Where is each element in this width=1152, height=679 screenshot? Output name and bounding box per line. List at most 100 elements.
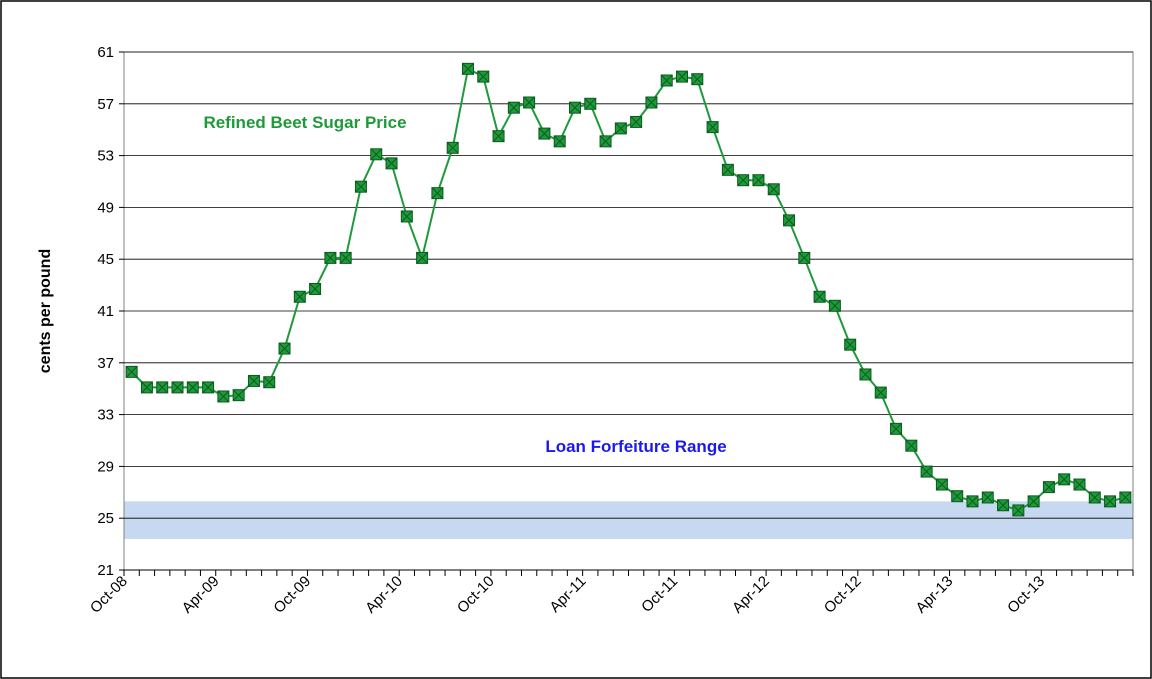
y-tick-label: 25: [97, 510, 114, 527]
marker-cross: [660, 74, 673, 87]
marker: [553, 135, 566, 148]
marker: [737, 174, 750, 187]
y-tick-label: 53: [97, 148, 114, 165]
marker-cross: [324, 252, 337, 264]
marker-cross: [523, 96, 535, 109]
marker: [920, 465, 933, 478]
marker-cross: [538, 127, 551, 140]
marker: [676, 70, 689, 83]
marker: [309, 282, 322, 295]
marker-cross: [355, 180, 367, 193]
marker: [171, 381, 184, 394]
marker: [492, 130, 505, 143]
marker-cross: [248, 375, 260, 387]
marker-cross: [691, 73, 704, 86]
marker: [446, 141, 459, 154]
marker: [859, 368, 872, 381]
marker-cross: [569, 101, 581, 114]
marker: [232, 389, 245, 402]
marker: [1073, 478, 1086, 491]
marker: [783, 214, 796, 227]
marker-cross: [477, 70, 490, 83]
marker-cross: [1119, 491, 1132, 504]
marker-cross: [186, 381, 199, 394]
marker: [140, 381, 153, 394]
y-tick-label: 37: [97, 355, 114, 372]
marker: [461, 62, 474, 75]
marker: [416, 251, 429, 264]
marker-cross: [936, 478, 948, 491]
marker-cross: [446, 141, 459, 154]
marker-cross: [630, 116, 642, 128]
marker: [890, 422, 903, 435]
marker: [905, 439, 918, 452]
y-tick-label: 57: [97, 96, 114, 113]
marker: [691, 73, 704, 86]
marker: [523, 96, 536, 109]
y-tick-label: 41: [97, 303, 114, 320]
marker: [354, 180, 367, 193]
marker: [186, 381, 199, 394]
marker: [706, 121, 719, 134]
marker: [1104, 495, 1117, 508]
marker: [660, 74, 673, 87]
marker-cross: [1104, 495, 1116, 508]
y-tick-label: 61: [97, 44, 114, 61]
marker: [630, 115, 643, 128]
marker-cross: [217, 390, 230, 403]
y-tick-label: 45: [97, 251, 114, 268]
marker-cross: [676, 70, 688, 83]
marker-cross: [431, 187, 444, 200]
marker: [202, 381, 215, 394]
marker: [721, 163, 734, 176]
marker-cross: [767, 183, 780, 196]
marker-cross: [737, 174, 750, 187]
marker-cross: [615, 122, 627, 135]
marker-cross: [278, 342, 291, 355]
marker: [767, 183, 780, 196]
marker-cross: [981, 491, 994, 504]
marker-cross: [416, 252, 428, 264]
y-axis-label: cents per pound: [37, 249, 54, 373]
marker: [507, 101, 520, 114]
marker: [599, 135, 612, 148]
marker-cross: [309, 283, 321, 295]
marker: [997, 499, 1010, 512]
marker-cross: [370, 148, 383, 161]
marker: [217, 390, 230, 403]
marker: [1042, 481, 1055, 494]
marker-cross: [462, 62, 474, 75]
marker-cross: [997, 499, 1009, 512]
marker: [874, 386, 887, 399]
marker: [844, 338, 857, 351]
marker: [614, 122, 627, 135]
marker-cross: [293, 290, 306, 303]
marker-cross: [599, 135, 612, 148]
marker-cross: [400, 210, 413, 223]
marker: [477, 70, 490, 83]
marker-cross: [385, 157, 398, 170]
marker: [1058, 473, 1071, 486]
marker-cross: [905, 439, 918, 452]
marker-cross: [1027, 495, 1040, 508]
marker: [370, 148, 383, 161]
marker: [538, 127, 551, 140]
loan-band: [124, 501, 1133, 539]
marker: [1012, 504, 1025, 517]
marker: [293, 290, 306, 303]
marker-cross: [263, 376, 276, 389]
marker: [324, 251, 337, 264]
marker-cross: [232, 389, 245, 402]
marker-cross: [645, 96, 658, 109]
marker: [263, 376, 276, 389]
marker-cross: [920, 465, 933, 478]
marker: [431, 187, 444, 200]
marker-cross: [966, 495, 979, 508]
marker-cross: [706, 121, 719, 133]
marker-cross: [1058, 473, 1071, 486]
band-annotation: Loan Forfeiture Range: [545, 437, 726, 456]
marker: [966, 495, 979, 508]
marker-cross: [1043, 481, 1055, 493]
